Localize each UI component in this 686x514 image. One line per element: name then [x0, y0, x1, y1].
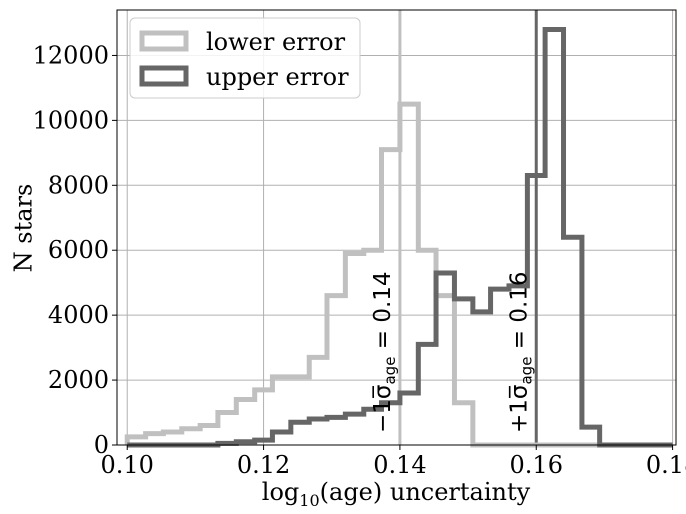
x-axis-label-suffix: (age) uncertainty: [320, 478, 531, 506]
y-tick-label: 4000: [48, 301, 109, 329]
y-tick-label: 8000: [48, 171, 109, 199]
y-tick-label: 2000: [48, 366, 109, 394]
y-tick-label: 10000: [33, 106, 109, 134]
histogram-step-upper-error: [127, 26, 673, 448]
legend-swatch-lower-error: [139, 30, 189, 52]
legend-swatch-upper-error: [139, 65, 189, 87]
x-tick-label: 0.12: [237, 451, 290, 479]
x-axis-label-prefix: log: [262, 478, 300, 506]
legend-label-upper-error: upper error: [206, 63, 349, 91]
x-axis-label: log10(age) uncertainty: [262, 478, 531, 510]
plot-frame: [116, 9, 677, 446]
reference-lines: [398, 10, 538, 445]
axis-ticks: 0.10 0.12 0.14 0.16 0.18 0 2000 4000 6000 8000 100…: [33, 41, 686, 479]
y-axis-label: N stars: [10, 184, 38, 273]
x-axis-label-subscript: 10: [299, 491, 319, 510]
reference-line-label: −1σ̅age = 0.14: [370, 271, 399, 433]
legend-label-lower-error: lower error: [206, 28, 346, 56]
x-tick-label: 0.16: [510, 451, 563, 479]
y-tick-label: 6000: [48, 236, 109, 264]
reference-line-label: +1σ̅age = 0.16: [506, 271, 535, 433]
annotations: −1σ̅age = 0.14 +1σ̅age = 0.16: [370, 271, 535, 433]
y-tick-label: 0: [94, 431, 109, 459]
x-tick-label: 0.18: [646, 451, 686, 479]
y-tick-label: 12000: [33, 41, 109, 69]
x-tick-label: 0.14: [373, 451, 426, 479]
x-tick-label: 0.10: [101, 451, 154, 479]
legend: lower error upper error: [129, 17, 361, 99]
